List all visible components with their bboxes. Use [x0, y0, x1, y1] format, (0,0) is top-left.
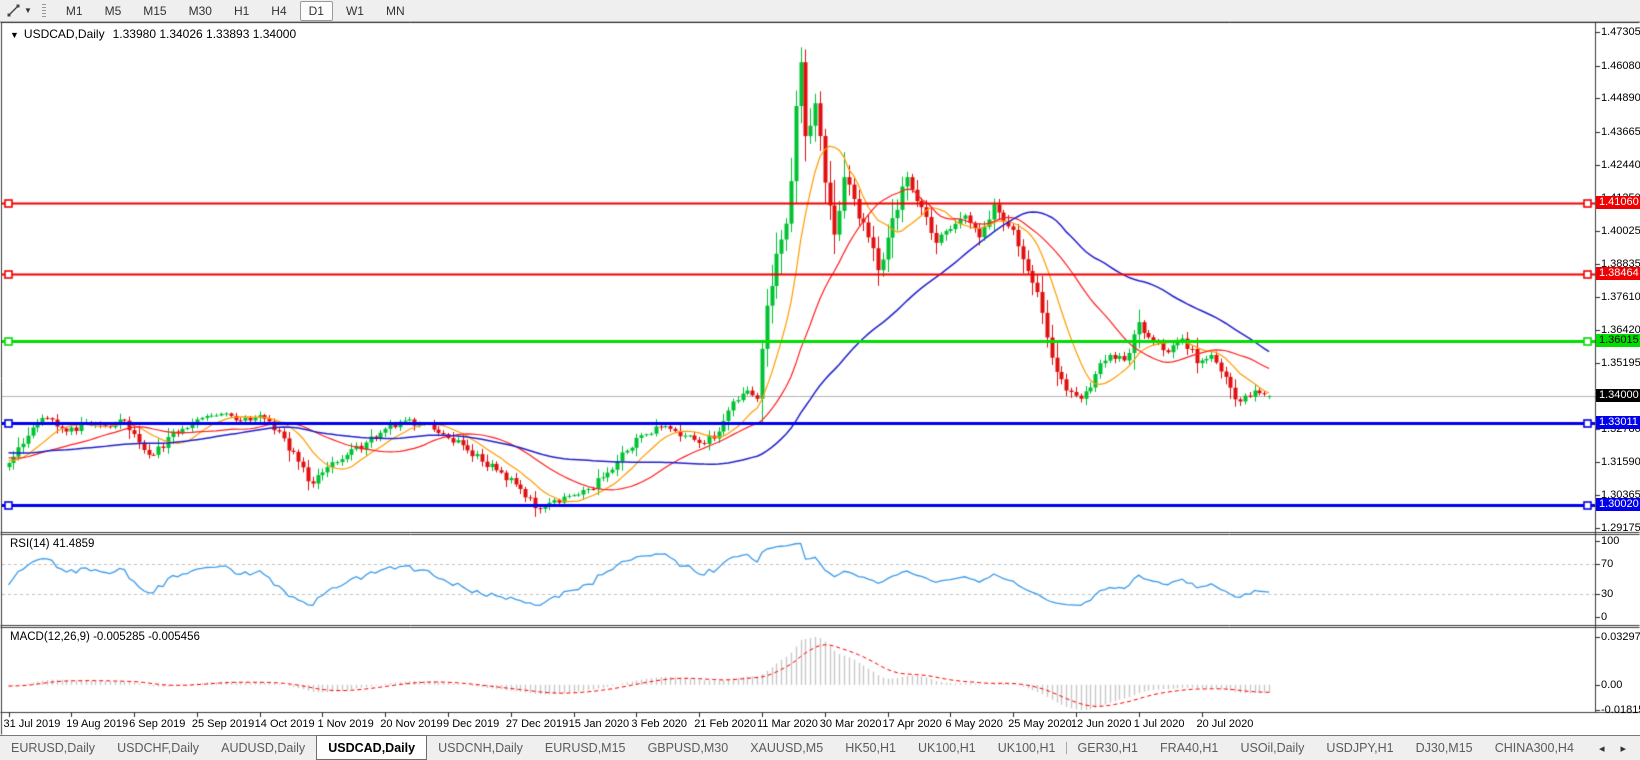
- toolbar-grip[interactable]: [41, 3, 46, 18]
- chart-tab-6[interactable]: GBPUSD,M30: [647, 741, 729, 755]
- chart-tab-12[interactable]: FRA40,H1: [1160, 741, 1219, 755]
- chart-tab-15[interactable]: DJ30,M15: [1415, 741, 1473, 755]
- chart-tab-1[interactable]: USDCHF,Daily: [117, 741, 200, 755]
- timeframe-button-d1[interactable]: D1: [299, 0, 333, 21]
- timeframe-button-m1[interactable]: M1: [65, 3, 83, 18]
- chart-tab-bar: EURUSD,Daily USDCHF,Daily AUDUSD,Daily USDC…: [0, 735, 1640, 760]
- chart-title: ▼ USDCAD,Daily 1.33980 1.34026 1.33893 1.3…: [10, 27, 296, 41]
- chart-tab-4[interactable]: USDCNH,Daily: [438, 741, 523, 755]
- rsi-indicator-label: RSI(14) 41.4859: [10, 538, 95, 550]
- tab-scroll-controls: ◂ ▸: [1585, 736, 1640, 760]
- timeframe-button-h1[interactable]: H1: [233, 3, 250, 18]
- chart-tab-3[interactable]: USDCAD,Daily: [316, 735, 428, 760]
- chart-tab-7[interactable]: XAUUSD,M5: [750, 741, 824, 755]
- timeframe-button-mn[interactable]: MN: [385, 3, 405, 18]
- timeframe-button-group: M1 M5 M15 M30 H1 H4 D1 W1 MN: [55, 0, 416, 21]
- chart-menu-icon[interactable]: ▼: [10, 30, 19, 40]
- timeframe-button-m15[interactable]: M15: [143, 3, 167, 18]
- ohlc-values: 1.33980 1.34026 1.33893 1.34000: [112, 27, 297, 41]
- tabs-scroll-right-icon[interactable]: ▸: [1620, 742, 1627, 755]
- chart-tab-14[interactable]: USDJPY,H1: [1326, 741, 1394, 755]
- chart-tab-2[interactable]: AUDUSD,Daily: [221, 741, 306, 755]
- chart-window: 1.47305 1.46080 1.44890 1.43665 1.42440 1.412…: [0, 22, 1640, 735]
- timeframe-button-m5[interactable]: M5: [104, 3, 122, 18]
- chart-tab-13[interactable]: USOil,Daily: [1240, 741, 1305, 755]
- timeframe-button-m30[interactable]: M30: [188, 3, 212, 18]
- chart-tab-9[interactable]: UK100,H1: [918, 741, 976, 755]
- macd-indicator-label: MACD(12,26,9) -0.005285 -0.005456: [10, 631, 200, 643]
- timeframe-button-w1[interactable]: W1: [345, 3, 364, 18]
- tool-dropdown-icon[interactable]: ▼: [24, 6, 32, 15]
- chart-tab-10[interactable]: UK100,H1: [997, 741, 1056, 755]
- toolbar: ▼ M1 M5 M15 M30 H1 H4 D1 W1 MN: [0, 0, 1640, 22]
- timeframe-button-h4[interactable]: H4: [271, 3, 287, 18]
- trendline-tool-icon: [7, 4, 20, 17]
- symbol-period-label: USDCAD,Daily: [23, 27, 105, 41]
- chart-tab-8[interactable]: HK50,H1: [845, 741, 896, 755]
- chart-tab-11[interactable]: GER30,H1: [1077, 741, 1138, 755]
- pointer-tool-button[interactable]: ▼: [0, 3, 38, 18]
- chart-tab-16[interactable]: CHINA300,H4: [1494, 741, 1574, 755]
- chart-tab-5[interactable]: EURUSD,M15: [544, 741, 626, 755]
- price-chart-canvas[interactable]: [0, 22, 1640, 735]
- chart-tab-0[interactable]: EURUSD,Daily: [11, 741, 96, 755]
- tabs-scroll-left-icon[interactable]: ◂: [1598, 742, 1605, 755]
